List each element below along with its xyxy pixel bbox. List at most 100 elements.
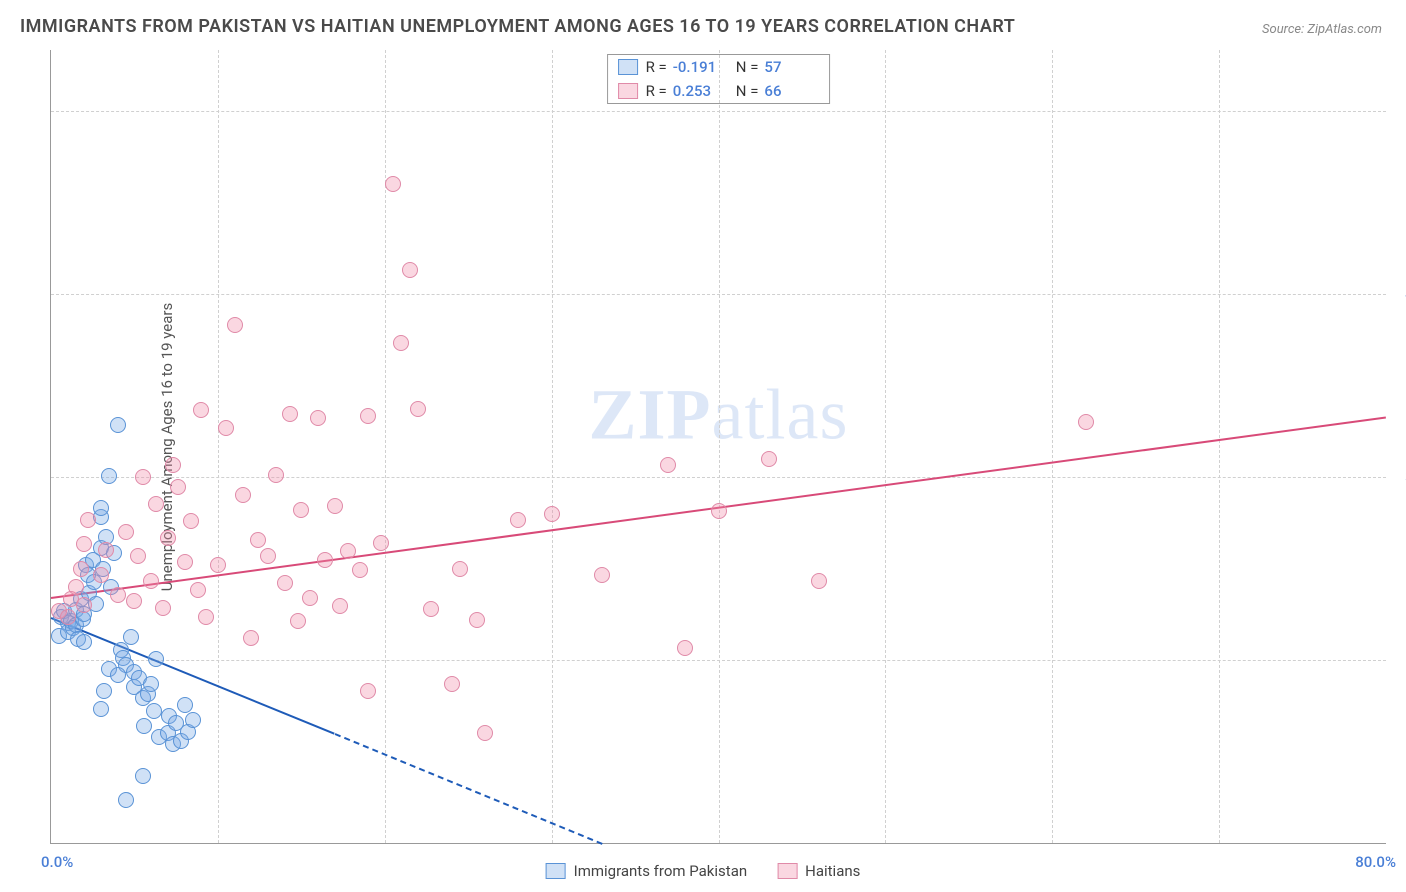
gridline-v <box>552 50 553 843</box>
r-label: R = <box>646 58 667 76</box>
data-point <box>110 417 126 433</box>
data-point <box>177 554 193 570</box>
data-point <box>155 600 171 616</box>
data-point <box>96 683 112 699</box>
watermark-bold: ZIP <box>589 374 712 454</box>
data-point <box>160 530 176 546</box>
plot-region: ZIPatlas R = -0.191 N = 57 R = 0.253 N =… <box>50 50 1386 844</box>
gridline-v <box>885 50 886 843</box>
data-point <box>452 561 468 577</box>
x-tick-min: 0.0% <box>41 853 73 871</box>
swatch-series1 <box>546 863 566 879</box>
n-value-series1: 57 <box>764 58 819 76</box>
data-point <box>73 561 89 577</box>
data-point <box>340 543 356 559</box>
data-point <box>282 406 298 422</box>
n-label: N = <box>736 82 759 100</box>
data-point <box>80 512 96 528</box>
data-point <box>135 768 151 784</box>
data-point <box>327 498 343 514</box>
data-point <box>711 503 727 519</box>
data-point <box>165 457 181 473</box>
data-point <box>98 542 114 558</box>
source-attribution: Source: ZipAtlas.com <box>1262 22 1382 37</box>
data-point <box>510 512 526 528</box>
data-point <box>293 502 309 518</box>
x-tick-max: 80.0% <box>1355 853 1396 871</box>
data-point <box>811 573 827 589</box>
legend-label-series1: Immigrants from Pakistan <box>574 862 748 880</box>
data-point <box>193 402 209 418</box>
data-point <box>594 567 610 583</box>
data-point <box>385 176 401 192</box>
data-point <box>268 467 284 483</box>
data-point <box>469 612 485 628</box>
gridline-v <box>1219 50 1220 843</box>
data-point <box>148 651 164 667</box>
data-point <box>310 410 326 426</box>
data-point <box>544 506 560 522</box>
chart-area: ZIPatlas R = -0.191 N = 57 R = 0.253 N =… <box>50 50 1386 844</box>
data-point <box>143 676 159 692</box>
data-point <box>302 590 318 606</box>
data-point <box>135 469 151 485</box>
trend-line <box>334 733 602 845</box>
data-point <box>143 573 159 589</box>
gridline-v <box>1052 50 1053 843</box>
legend-label-series2: Haitians <box>805 862 860 880</box>
data-point <box>123 629 139 645</box>
data-point <box>93 500 109 516</box>
data-point <box>136 718 152 734</box>
legend-item-series1: Immigrants from Pakistan <box>546 862 748 880</box>
data-point <box>1078 414 1094 430</box>
data-point <box>190 582 206 598</box>
data-point <box>352 562 368 578</box>
data-point <box>146 703 162 719</box>
data-point <box>110 667 126 683</box>
data-point <box>360 683 376 699</box>
data-point <box>76 634 92 650</box>
data-point <box>761 451 777 467</box>
data-point <box>101 468 117 484</box>
r-value-series1: -0.191 <box>673 58 728 76</box>
data-point <box>317 552 333 568</box>
data-point <box>93 701 109 717</box>
chart-title: IMMIGRANTS FROM PAKISTAN VS HAITIAN UNEM… <box>20 16 1015 37</box>
data-point <box>218 420 234 436</box>
r-value-series2: 0.253 <box>673 82 728 100</box>
data-point <box>444 676 460 692</box>
data-point <box>393 335 409 351</box>
data-point <box>660 457 676 473</box>
data-point <box>76 536 92 552</box>
legend-item-series2: Haitians <box>777 862 860 880</box>
data-point <box>290 613 306 629</box>
swatch-series2 <box>777 863 797 879</box>
data-point <box>410 401 426 417</box>
data-point <box>235 487 251 503</box>
data-point <box>423 601 439 617</box>
y-axis-label: Unemployment Among Ages 16 to 19 years <box>158 302 176 590</box>
data-point <box>402 262 418 278</box>
data-point <box>183 513 199 529</box>
n-value-series2: 66 <box>764 82 819 100</box>
data-point <box>177 697 193 713</box>
data-point <box>76 597 92 613</box>
gridline-v <box>719 50 720 843</box>
data-point <box>148 496 164 512</box>
data-point <box>250 532 266 548</box>
data-point <box>126 593 142 609</box>
data-point <box>93 567 109 583</box>
data-point <box>60 609 76 625</box>
data-point <box>185 712 201 728</box>
data-point <box>110 587 126 603</box>
n-label: N = <box>736 58 759 76</box>
data-point <box>243 630 259 646</box>
data-point <box>277 575 293 591</box>
data-point <box>373 535 389 551</box>
data-point <box>198 609 214 625</box>
data-point <box>118 792 134 808</box>
data-point <box>360 408 376 424</box>
data-point <box>210 557 226 573</box>
watermark-light: atlas <box>712 374 849 454</box>
data-point <box>677 640 693 656</box>
